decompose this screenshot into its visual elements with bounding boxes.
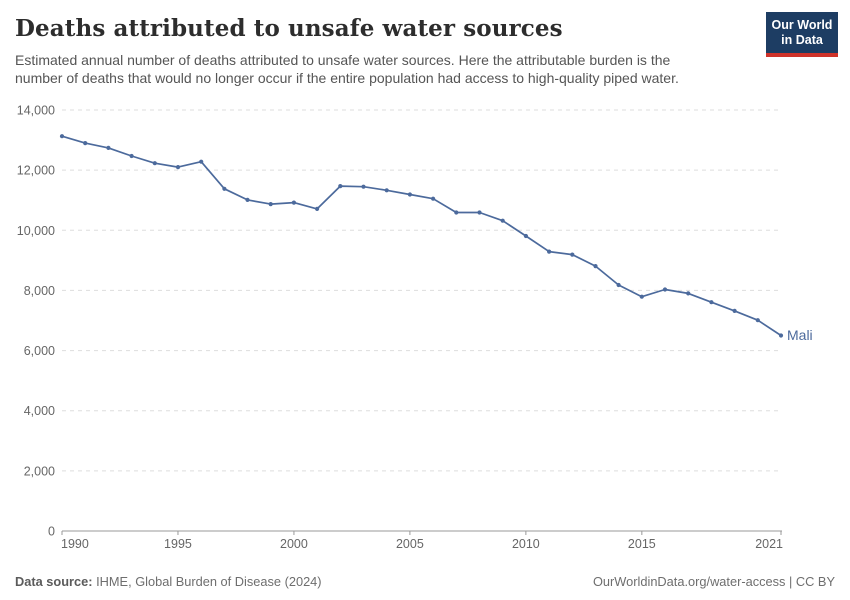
owid-logo-line-1: Our World — [771, 18, 833, 32]
data-source-value: IHME, Global Burden of Disease (2024) — [92, 574, 322, 589]
data-point-mali-2008[interactable] — [477, 210, 482, 215]
footer-right: OurWorldinData.org/water-access | CC BY — [593, 574, 835, 589]
data-point-mali-2020[interactable] — [755, 318, 760, 323]
data-point-mali-2017[interactable] — [686, 291, 691, 296]
data-point-mali-1991[interactable] — [83, 141, 88, 146]
data-point-mali-2006[interactable] — [431, 196, 436, 201]
owid-logo-line-2: in Data — [781, 33, 823, 47]
data-point-mali-1990[interactable] — [59, 134, 65, 139]
page-subtitle: Estimated annual number of deaths attrib… — [15, 51, 835, 88]
y-tick-label-6000: 6,000 — [24, 344, 55, 358]
data-point-mali-1997[interactable] — [222, 186, 227, 191]
chart-header: Deaths attributed to unsafe water source… — [0, 0, 850, 88]
data-point-mali-2002[interactable] — [338, 184, 343, 189]
x-tick-label-1990: 1990 — [61, 537, 89, 551]
data-point-mali-2011[interactable] — [547, 249, 552, 254]
data-point-mali-2018[interactable] — [709, 300, 714, 305]
data-point-mali-2021[interactable] — [778, 333, 784, 338]
x-tick-label-2000: 2000 — [280, 537, 308, 551]
data-point-mali-2007[interactable] — [454, 210, 459, 215]
x-tick-label-2015: 2015 — [628, 537, 656, 551]
x-tick-label-1995: 1995 — [164, 537, 192, 551]
series-line-mali[interactable] — [61, 135, 782, 337]
data-point-mali-2015[interactable] — [639, 294, 644, 299]
data-source-label: Data source: — [15, 574, 93, 589]
data-point-mali-2000[interactable] — [291, 200, 296, 205]
data-point-mali-2005[interactable] — [407, 192, 412, 197]
data-point-mali-1995[interactable] — [175, 165, 181, 170]
data-point-mali-1998[interactable] — [245, 197, 250, 202]
data-point-mali-1992[interactable] — [106, 145, 111, 150]
data-point-mali-2013[interactable] — [593, 264, 598, 269]
data-point-mali-2012[interactable] — [570, 252, 575, 257]
data-point-mali-1994[interactable] — [152, 161, 157, 166]
data-point-mali-1996[interactable] — [199, 159, 204, 164]
chart-footer: Data source: IHME, Global Burden of Dise… — [15, 574, 835, 589]
x-tick-label-2010: 2010 — [512, 537, 540, 551]
data-point-mali-2009[interactable] — [500, 218, 505, 223]
footer-separator: | — [785, 574, 796, 589]
page-title: Deaths attributed to unsafe water source… — [15, 15, 563, 42]
y-tick-label-2000: 2,000 — [24, 464, 55, 478]
x-tick-label-2021: 2021 — [755, 537, 783, 551]
chart-area: 0 2,000 4,000 6,000 8,000 10,000 12,000 14,000 1… — [0, 100, 850, 560]
footer-url[interactable]: OurWorldinData.org/water-access — [592, 574, 786, 589]
y-tick-label-12000: 12,000 — [17, 164, 55, 178]
data-point-mali-2019[interactable] — [732, 308, 737, 313]
y-tick-label-4000: 4,000 — [24, 404, 55, 418]
data-point-mali-2016[interactable] — [662, 287, 668, 292]
data-point-mali-2010[interactable] — [523, 233, 529, 239]
subtitle-line-2: number of deaths that would no longer oc… — [15, 70, 679, 87]
subtitle-line-1: Estimated annual number of deaths attrib… — [15, 51, 671, 68]
y-tick-label-8000: 8,000 — [24, 284, 55, 298]
data-point-mali-1993[interactable] — [129, 153, 134, 159]
y-tick-label-10000: 10,000 — [17, 224, 55, 238]
data-point-mali-1999[interactable] — [268, 202, 273, 207]
owid-logo[interactable]: Our World in Data — [766, 12, 838, 57]
x-tick-label-2005: 2005 — [396, 537, 424, 551]
data-point-mali-2003[interactable] — [361, 184, 366, 189]
y-tick-label-0: 0 — [48, 525, 55, 539]
footer-license: CC BY — [795, 574, 835, 589]
data-point-mali-2001[interactable] — [315, 206, 320, 211]
data-point-mali-2014[interactable] — [616, 282, 621, 288]
y-tick-label-14000: 14,000 — [17, 104, 55, 118]
data-source-note: Data source: IHME, Global Burden of Dise… — [15, 574, 322, 589]
data-point-mali-2004[interactable] — [384, 188, 389, 193]
line-chart[interactable]: 0 2,000 4,000 6,000 8,000 10,000 12,000 14,000 1… — [0, 100, 850, 560]
series-label-mali[interactable]: Mali — [787, 327, 813, 343]
